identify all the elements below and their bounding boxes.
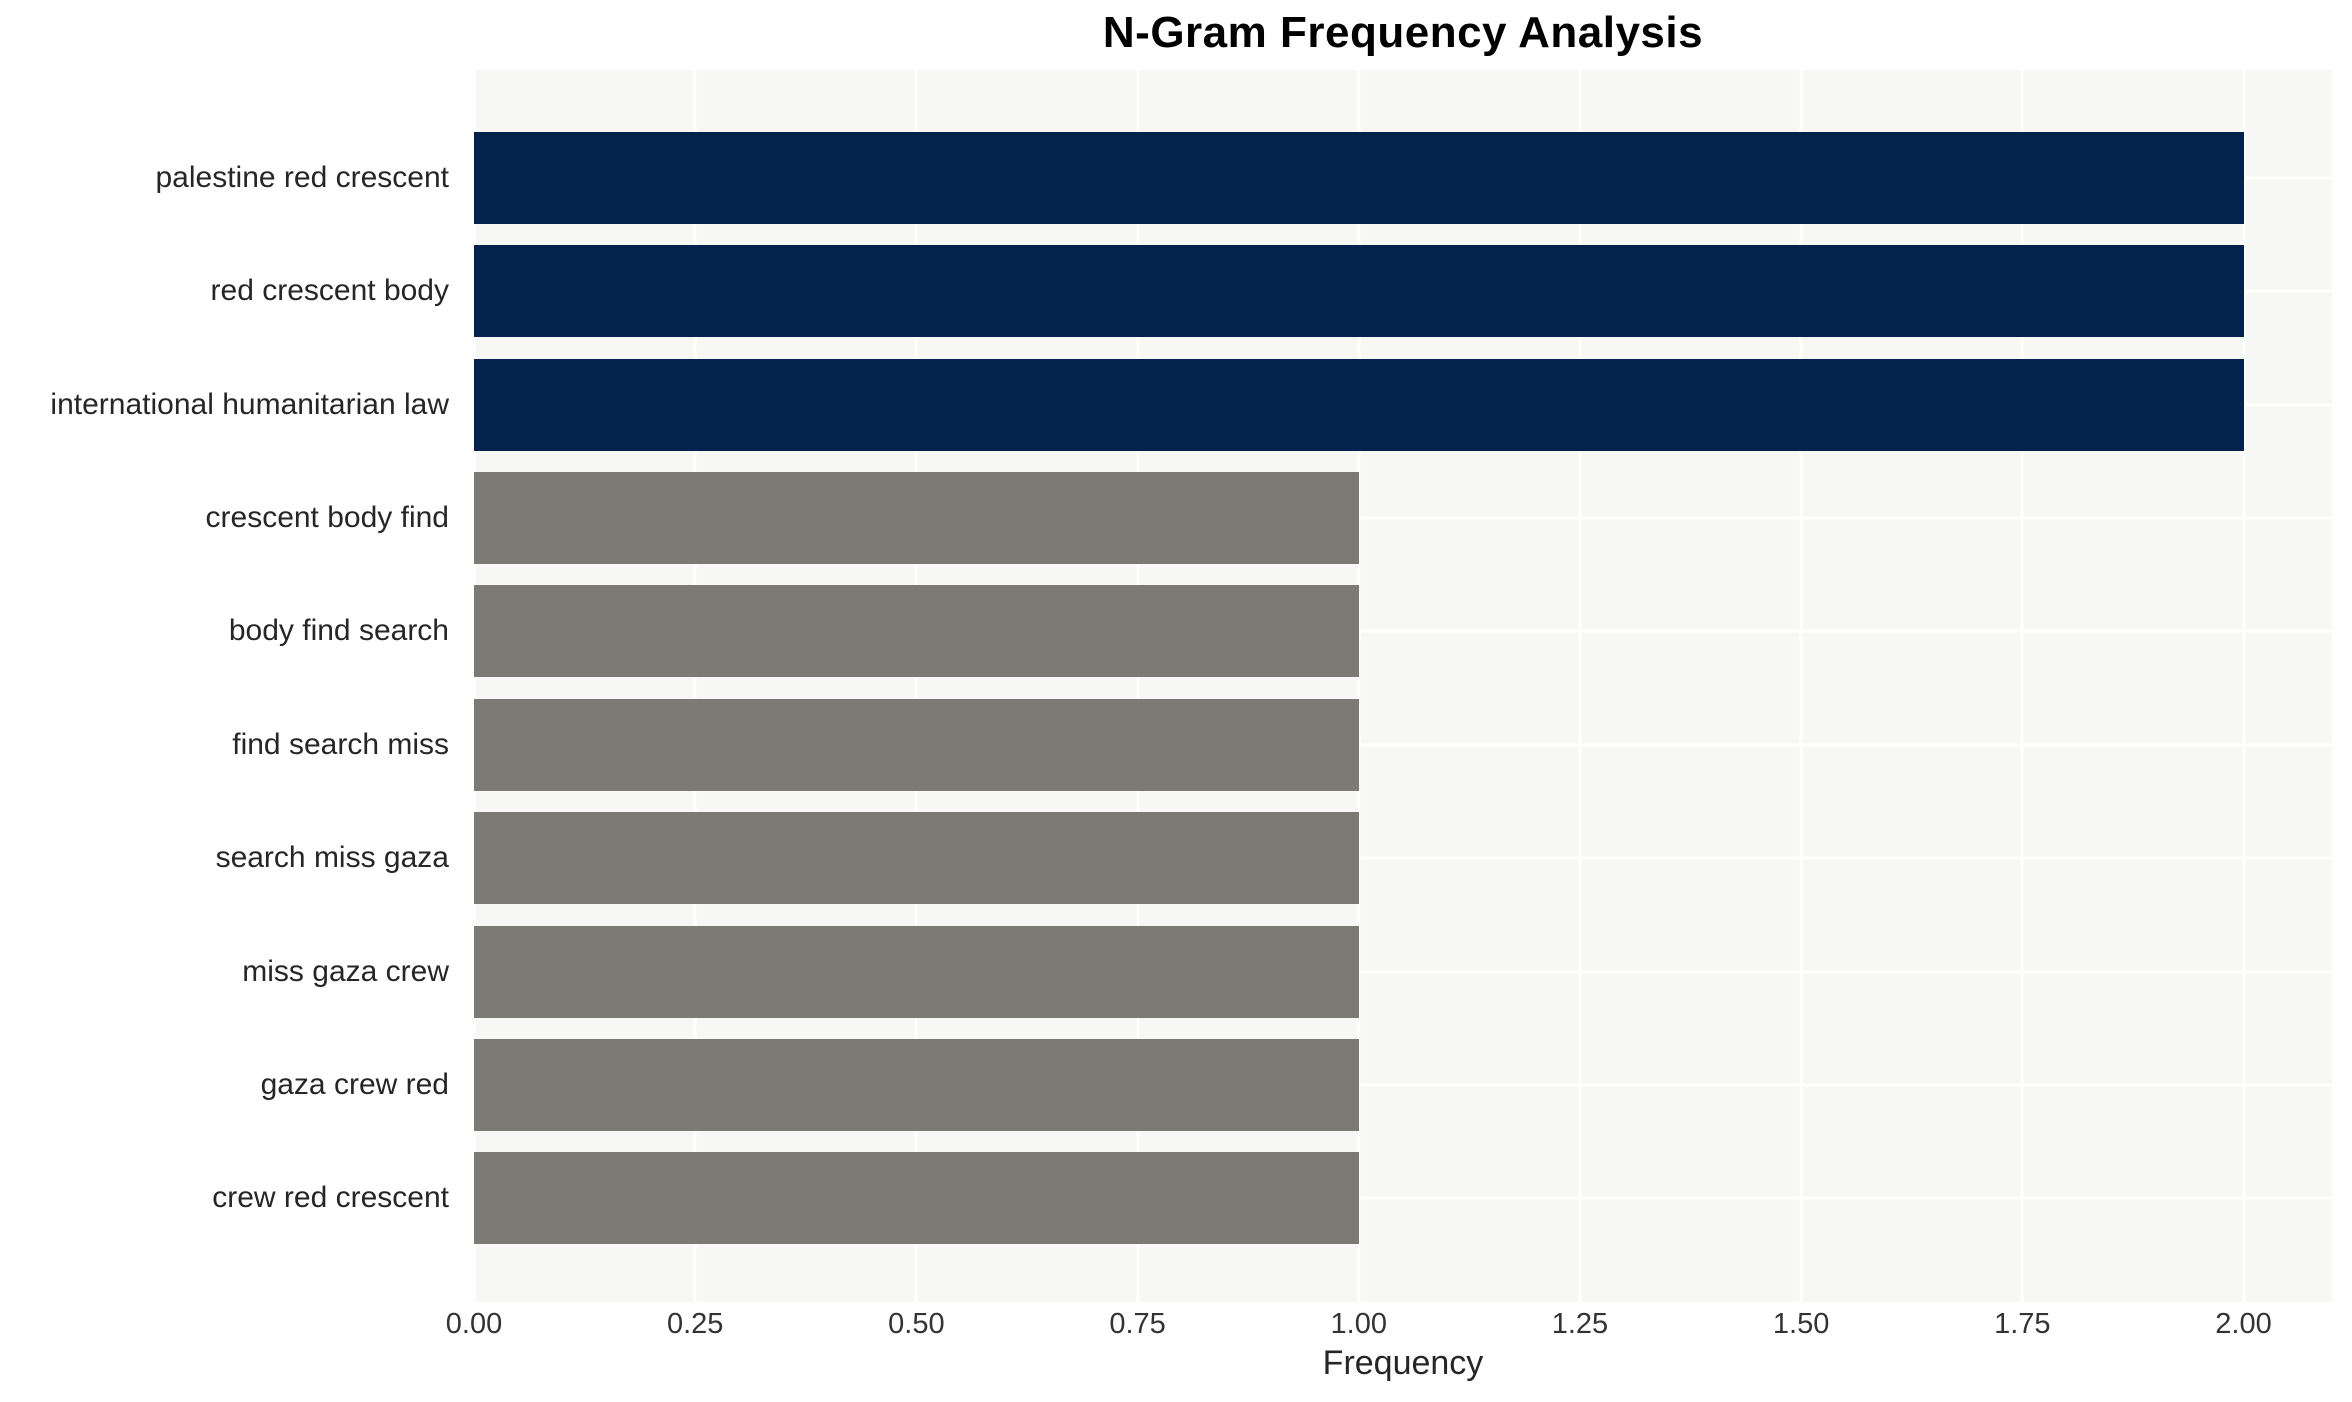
bar xyxy=(474,585,1359,678)
bar xyxy=(474,925,1359,1018)
x-tick-label: 0.75 xyxy=(1109,1308,1166,1340)
x-tick-label: 0.00 xyxy=(445,1308,503,1340)
bar-row xyxy=(474,234,2332,347)
bar-row xyxy=(474,575,2332,688)
bar xyxy=(474,1038,1359,1131)
horizontal-gridline xyxy=(474,856,2332,860)
vertical-gridline xyxy=(472,70,476,1302)
horizontal-gridline xyxy=(474,629,2332,633)
x-tick-label: 0.25 xyxy=(666,1308,724,1340)
horizontal-gridline xyxy=(474,516,2332,520)
chart-title: N-Gram Frequency Analysis xyxy=(1102,8,1704,57)
bar-row xyxy=(474,1028,2332,1141)
bar xyxy=(474,698,1359,791)
bar xyxy=(474,131,2244,224)
vertical-gridline xyxy=(1799,70,1803,1302)
x-tick-label: 2.00 xyxy=(2215,1308,2272,1340)
x-tick-label: 0.50 xyxy=(888,1308,945,1340)
x-tick-label: 1.75 xyxy=(1994,1308,2051,1340)
x-tick-label: 1.50 xyxy=(1772,1308,1830,1340)
vertical-gridline xyxy=(2242,70,2246,1302)
vertical-gridline xyxy=(693,70,697,1302)
x-tick-label: 1.00 xyxy=(1330,1308,1387,1340)
category-label: red crescent body xyxy=(210,274,449,308)
bar xyxy=(474,245,2244,338)
category-label: gaza crew red xyxy=(260,1067,449,1101)
vertical-gridline xyxy=(1357,70,1361,1302)
plot-area xyxy=(472,70,2332,1302)
x-tick-label: 1.25 xyxy=(1551,1308,1609,1340)
bar xyxy=(474,471,1359,564)
bar-row xyxy=(474,461,2332,574)
horizontal-gridline xyxy=(474,743,2332,747)
vertical-gridline xyxy=(2020,70,2024,1302)
category-label: crew red crescent xyxy=(212,1181,449,1215)
bar-row xyxy=(474,915,2332,1028)
vertical-gridline xyxy=(914,70,918,1302)
horizontal-gridline xyxy=(474,970,2332,974)
category-label: find search miss xyxy=(232,727,449,761)
bar-row xyxy=(474,121,2332,234)
category-label: miss gaza crew xyxy=(242,954,449,988)
x-axis-label: Frequency xyxy=(1322,1344,1484,1382)
x-axis-ticks: 0.00 0.25 0.50 0.75 1.00 1.25 1.50 1.75 2.00 xyxy=(446,1308,2332,1344)
bar-rows xyxy=(474,70,2332,1302)
bar-row xyxy=(474,1142,2332,1255)
category-label: international humanitarian law xyxy=(50,387,449,421)
category-label: palestine red crescent xyxy=(155,160,450,194)
horizontal-gridline xyxy=(474,1196,2332,1200)
category-label: search miss gaza xyxy=(215,841,449,875)
bar xyxy=(474,358,2244,451)
bar-row xyxy=(474,348,2332,461)
vertical-gridline xyxy=(1578,70,1582,1302)
category-label: crescent body find xyxy=(205,500,449,534)
vertical-gridline xyxy=(1136,70,1140,1302)
y-axis-labels: palestine red crescent red crescent body i… xyxy=(0,70,462,1302)
bar-row xyxy=(474,801,2332,914)
horizontal-gridline xyxy=(474,1083,2332,1087)
bar-row xyxy=(474,688,2332,801)
category-label: body find search xyxy=(228,614,449,648)
bar xyxy=(474,812,1359,905)
bar xyxy=(474,1152,1359,1245)
